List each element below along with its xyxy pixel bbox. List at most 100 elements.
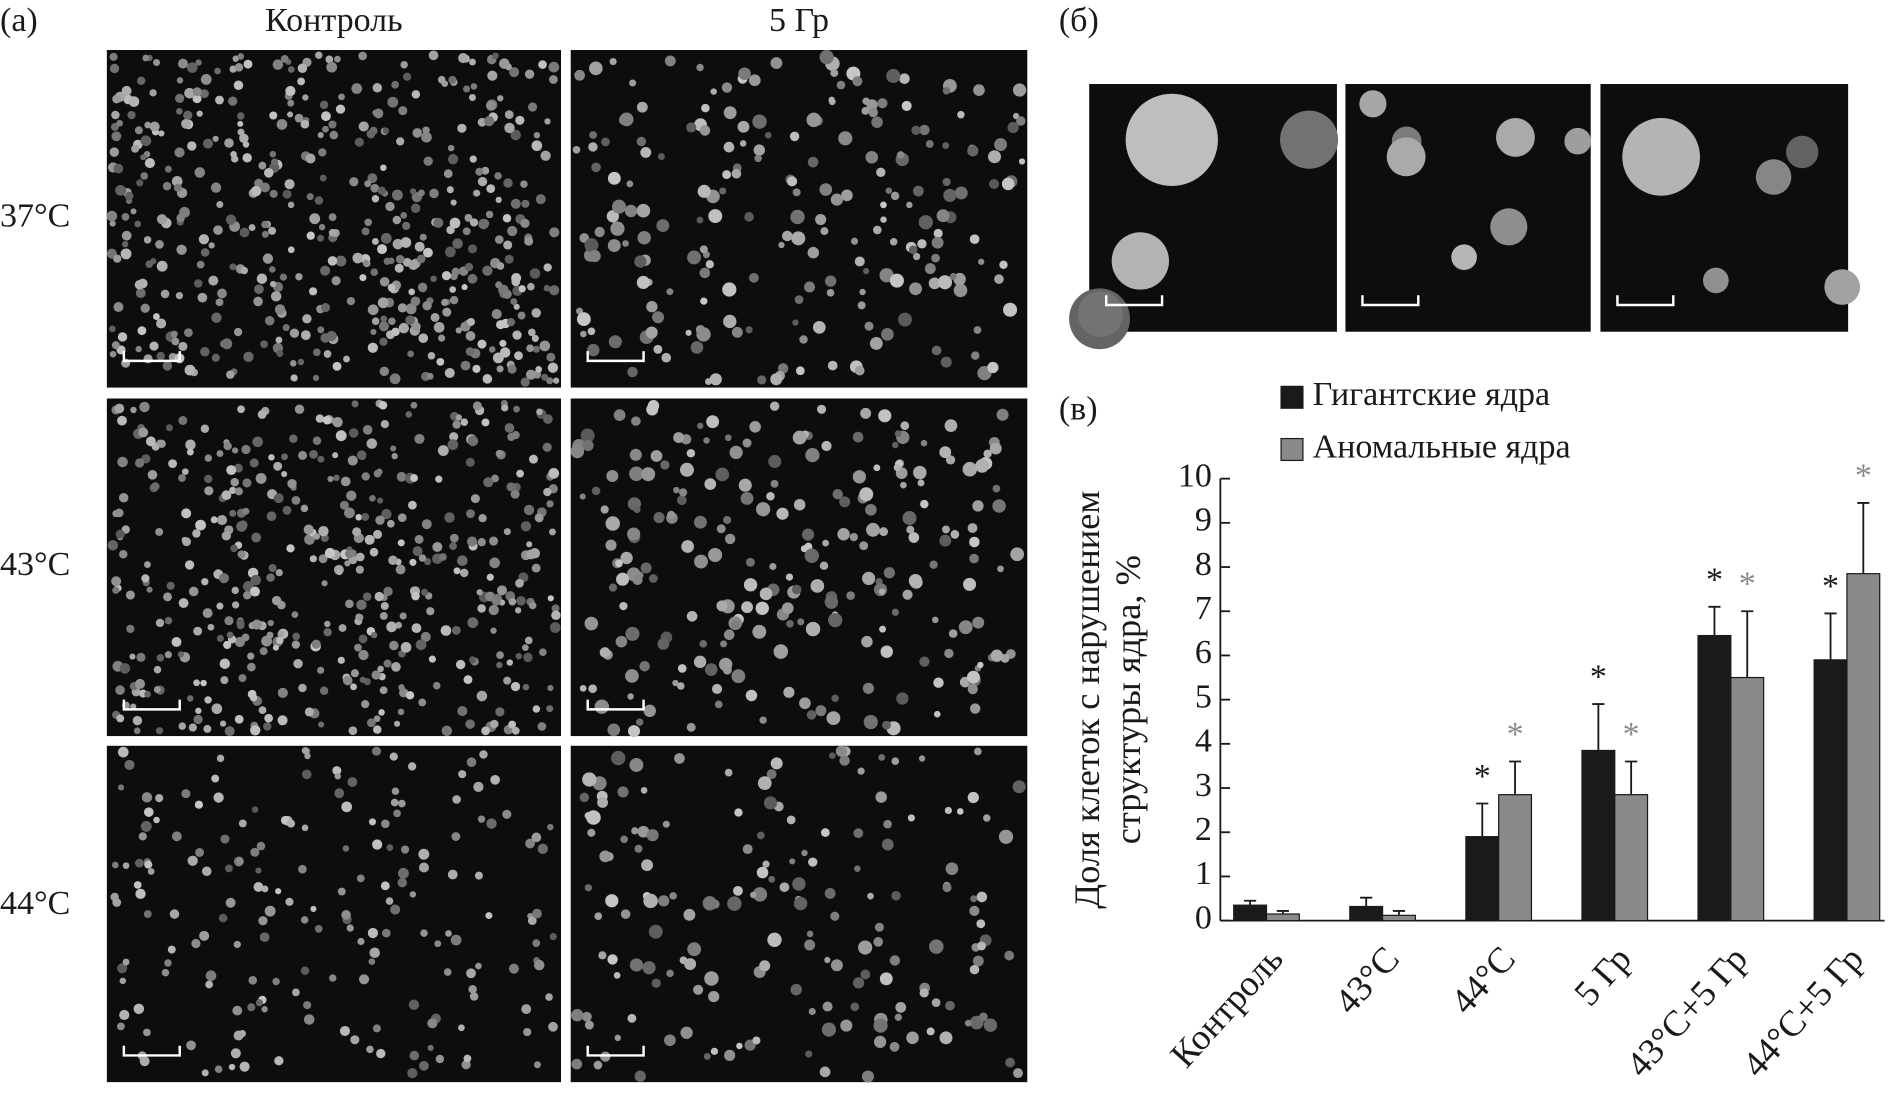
nucleus xyxy=(402,221,411,231)
nucleus xyxy=(743,578,758,592)
nucleus xyxy=(548,61,560,73)
nucleus xyxy=(250,847,260,857)
nucleus xyxy=(792,877,806,891)
nucleus xyxy=(699,245,708,254)
nucleus xyxy=(881,328,894,341)
nucleus xyxy=(355,513,362,521)
nucleus xyxy=(695,324,705,335)
column-title: 5 Гр xyxy=(769,2,829,39)
nucleus xyxy=(944,419,958,432)
nucleus xyxy=(933,677,944,688)
nucleus xyxy=(301,747,309,755)
nucleus xyxy=(329,130,339,140)
nucleus xyxy=(332,361,342,371)
nucleus xyxy=(478,513,487,523)
nucleus xyxy=(945,1000,955,1011)
nucleus xyxy=(539,340,551,352)
nucleus xyxy=(672,679,679,687)
nucleus xyxy=(289,328,300,338)
nucleus xyxy=(372,1024,381,1033)
nucleus xyxy=(465,719,475,729)
nucleus xyxy=(268,226,277,235)
nucleus xyxy=(389,752,398,761)
nucleus xyxy=(141,574,150,583)
legend-swatch xyxy=(1280,437,1304,462)
nucleus xyxy=(441,298,449,307)
nucleus xyxy=(317,234,325,242)
nucleus xyxy=(273,461,283,471)
nucleus xyxy=(920,439,928,447)
nucleus xyxy=(275,336,283,344)
nucleus xyxy=(862,571,876,586)
nucleus xyxy=(526,344,534,353)
nucleus xyxy=(322,125,329,133)
nucleus xyxy=(164,165,172,173)
nucleus xyxy=(130,703,137,710)
nucleus xyxy=(627,527,641,541)
nucleus xyxy=(191,938,201,949)
nucleus xyxy=(496,661,503,669)
nucleus xyxy=(144,860,153,869)
nucleus xyxy=(508,963,519,974)
nucleus xyxy=(696,216,704,224)
nucleus xyxy=(862,682,874,694)
nucleus xyxy=(731,168,742,179)
nucleus xyxy=(181,536,188,543)
nucleus xyxy=(276,118,288,130)
nucleus xyxy=(539,648,547,657)
nucleus xyxy=(151,482,160,491)
nucleus xyxy=(753,144,765,156)
nucleus xyxy=(475,167,484,176)
nucleus xyxy=(320,303,331,313)
nucleus xyxy=(397,513,407,523)
nucleus xyxy=(537,843,548,855)
nucleus xyxy=(873,464,881,472)
nucleus xyxy=(704,971,719,986)
nucleus xyxy=(741,601,754,614)
nucleus xyxy=(380,601,389,611)
nucleus xyxy=(147,470,158,480)
nucleus xyxy=(625,669,639,683)
nucleus xyxy=(187,855,198,866)
nucleus xyxy=(243,351,254,362)
nucleus xyxy=(132,715,143,726)
nucleus xyxy=(634,844,643,853)
nucleus xyxy=(527,282,535,291)
nucleus xyxy=(686,722,696,732)
nucleus xyxy=(427,1044,434,1052)
nucleus xyxy=(581,1011,592,1022)
nucleus xyxy=(878,588,886,595)
nucleus xyxy=(221,531,232,541)
nucleus xyxy=(722,665,732,675)
nucleus xyxy=(256,273,268,284)
nucleus xyxy=(219,720,227,727)
nucleus xyxy=(317,326,325,334)
nucleus xyxy=(281,471,288,478)
nucleus xyxy=(513,303,520,310)
nucleus xyxy=(359,676,367,683)
nucleus xyxy=(827,360,838,371)
nucleus xyxy=(322,415,332,425)
nucleus xyxy=(821,1022,837,1037)
nucleus xyxy=(321,111,331,122)
nucleus xyxy=(301,769,312,780)
nucleus xyxy=(829,752,836,759)
nucleus xyxy=(414,241,425,252)
nucleus xyxy=(854,365,865,376)
nucleus xyxy=(116,714,125,723)
nucleus xyxy=(977,258,985,265)
x-tick-label: 44°C xyxy=(1443,939,1523,1022)
nucleus xyxy=(636,203,651,218)
nucleus xyxy=(266,573,275,582)
row-label: 44°C xyxy=(0,885,70,922)
y-tick-label: 2 xyxy=(1195,811,1212,848)
nucleus xyxy=(469,155,477,163)
nucleus xyxy=(521,199,530,208)
nucleus xyxy=(437,445,449,457)
nucleus xyxy=(144,561,151,568)
nucleus xyxy=(276,636,284,645)
nucleus xyxy=(452,420,461,429)
x-tick-label: Контроль xyxy=(1163,939,1291,1075)
nucleus xyxy=(314,196,324,205)
y-tick-label: 3 xyxy=(1195,767,1212,804)
